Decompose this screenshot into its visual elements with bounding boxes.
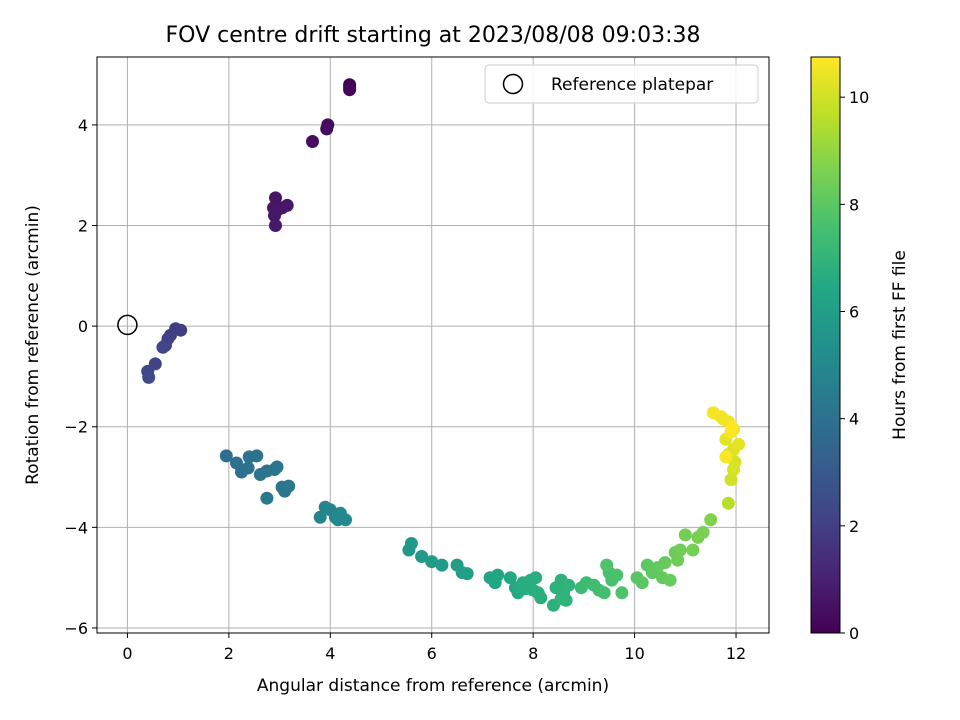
x-tick-label: 6	[427, 644, 437, 663]
data-point	[343, 83, 357, 97]
data-point	[529, 571, 543, 585]
data-point	[597, 586, 611, 600]
grid	[97, 57, 769, 633]
y-tick-label: −6	[64, 619, 88, 638]
data-point	[635, 576, 649, 590]
data-point	[491, 568, 505, 582]
data-point	[610, 568, 624, 582]
legend-box	[484, 64, 759, 104]
colorbar-gradient	[810, 56, 841, 634]
chart-title: FOV centre drift starting at 2023/08/08 …	[166, 23, 701, 48]
data-point	[673, 543, 687, 557]
data-point	[686, 543, 700, 557]
data-point	[534, 591, 548, 605]
data-point	[320, 122, 334, 136]
data-point	[724, 473, 738, 487]
data-point	[725, 420, 739, 434]
data-point	[435, 558, 449, 572]
data-point	[156, 340, 170, 354]
data-point	[219, 449, 233, 463]
data-point	[306, 135, 319, 148]
data-point	[696, 525, 710, 539]
data-point	[425, 555, 439, 569]
data-point	[174, 323, 188, 337]
data-points	[141, 78, 746, 612]
data-point	[658, 556, 672, 570]
colorbar-tick-label: 2	[849, 517, 859, 536]
data-point	[663, 573, 677, 587]
legend-label: Reference platepar	[551, 75, 713, 95]
data-point	[704, 513, 718, 527]
x-tick-label: 12	[726, 644, 746, 663]
plot-frame	[96, 56, 770, 634]
data-point	[269, 191, 282, 205]
data-point	[600, 558, 614, 572]
x-axis-ticks: 0 2 4 6 8 10 12	[122, 633, 746, 663]
data-point	[282, 479, 296, 493]
data-point	[706, 406, 720, 420]
data-point	[142, 370, 156, 384]
colorbar-tick-label: 4	[849, 410, 859, 429]
y-tick-label: 4	[78, 116, 88, 135]
data-point	[269, 219, 282, 232]
data-point	[503, 571, 517, 585]
data-point	[280, 198, 294, 212]
y-tick-label: 2	[78, 217, 88, 236]
data-point	[671, 553, 685, 567]
colorbar-tick-label: 10	[849, 88, 869, 107]
y-tick-label: −2	[64, 418, 88, 437]
data-point	[404, 537, 418, 550]
data-point	[260, 491, 274, 505]
data-point	[719, 450, 733, 464]
colorbar-tick-label: 0	[849, 624, 859, 643]
x-tick-label: 8	[528, 644, 538, 663]
data-point	[732, 437, 746, 451]
data-point	[270, 460, 284, 474]
data-point	[250, 449, 264, 463]
colorbar-label: Hours from first FF file	[890, 250, 910, 440]
legend: Reference platepar	[484, 64, 759, 104]
x-tick-label: 2	[224, 644, 234, 663]
x-tick-label: 0	[122, 644, 132, 663]
x-tick-label: 4	[325, 644, 335, 663]
data-point	[615, 586, 629, 600]
y-axis-label: Rotation from reference (arcmin)	[23, 205, 43, 485]
data-point	[562, 578, 576, 592]
data-point	[554, 592, 568, 606]
x-axis-label: Angular distance from reference (arcmin)	[257, 676, 609, 696]
y-tick-label: 0	[78, 317, 88, 336]
data-point	[268, 209, 281, 222]
data-point	[721, 496, 735, 510]
colorbar-ticks: 0 2 4 6 8 10	[840, 88, 869, 643]
y-axis-ticks: −6 −4 −2 0 2 4	[64, 116, 97, 638]
data-point	[339, 513, 352, 527]
x-tick-label: 10	[624, 644, 644, 663]
colorbar-tick-label: 6	[849, 303, 859, 322]
colorbar-tick-label: 8	[849, 195, 859, 214]
data-point	[241, 461, 255, 475]
reference-platepar-marker	[117, 314, 138, 336]
data-point	[460, 567, 474, 581]
legend-marker	[502, 73, 524, 95]
y-tick-label: −4	[64, 518, 88, 537]
colorbar: 0 2 4 6 8 10 Hours from first FF file	[810, 56, 910, 643]
data-point	[415, 550, 429, 563]
data-point	[678, 528, 692, 542]
data-point	[313, 510, 327, 524]
